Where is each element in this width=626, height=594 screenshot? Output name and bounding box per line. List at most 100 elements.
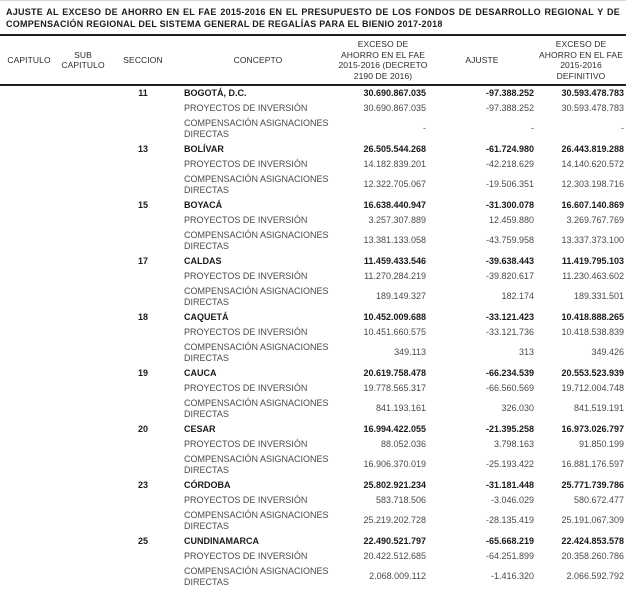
seccion-cell (108, 228, 178, 254)
ajuste-cell: -43.759.958 (485, 235, 534, 245)
ajuste-cell: -1.416.320 (490, 571, 534, 581)
capitulo-cell (0, 340, 58, 366)
proyectos-row: PROYECTOS DE INVERSIÓN 3.257.307.889 12.… (0, 213, 626, 228)
definitivo-cell: 25.191.067.309 (561, 515, 624, 525)
definitivo-cell: 16.881.176.597 (561, 459, 624, 469)
compensacion-row: COMPENSACIÓN ASIGNACIONES DIRECTAS - - - (0, 116, 626, 142)
compensacion-row: COMPENSACIÓN ASIGNACIONES DIRECTAS 12.32… (0, 172, 626, 198)
ajuste-cell: -19.506.351 (485, 179, 534, 189)
proyectos-row: PROYECTOS DE INVERSIÓN 583.718.506 -3.04… (0, 493, 626, 508)
sub-capitulo-cell (58, 366, 108, 381)
decreto-cell: 16.638.440.947 (363, 200, 426, 210)
definitivo-cell: 91.850.199 (578, 439, 624, 449)
capitulo-cell (0, 437, 58, 452)
ajuste-cell: -61.724.980 (485, 144, 534, 154)
compensacion-row: COMPENSACIÓN ASIGNACIONES DIRECTAS 13.38… (0, 228, 626, 254)
concepto-cell: COMPENSACIÓN ASIGNACIONES DIRECTAS (184, 174, 329, 195)
definitivo-cell: 11.230.463.602 (562, 271, 624, 281)
seccion-cell (108, 340, 178, 366)
sub-capitulo-cell (58, 101, 108, 116)
sub-capitulo-cell (58, 86, 108, 101)
proyectos-row: PROYECTOS DE INVERSIÓN 20.422.512.685 -6… (0, 549, 626, 564)
definitivo-cell: 2.066.592.792 (566, 571, 624, 581)
seccion-cell: 13 (137, 144, 148, 154)
seccion-cell (108, 269, 178, 284)
compensacion-row: COMPENSACIÓN ASIGNACIONES DIRECTAS 349.1… (0, 340, 626, 366)
definitivo-cell: 30.593.478.783 (561, 103, 624, 113)
seccion-cell (108, 213, 178, 228)
header-ajuste: AJUSTE (465, 54, 499, 65)
seccion-cell: 23 (137, 480, 148, 490)
capitulo-cell (0, 101, 58, 116)
header-top-rule (0, 34, 626, 36)
sub-capitulo-cell (58, 269, 108, 284)
section-total-row: 17 CALDAS 11.459.433.546 -39.638.443 11.… (0, 254, 626, 269)
concepto-cell: PROYECTOS DE INVERSIÓN (184, 215, 308, 225)
sub-capitulo-cell (58, 228, 108, 254)
seccion-cell (108, 564, 178, 590)
ajuste-cell: -39.820.617 (485, 271, 534, 281)
compensacion-row: COMPENSACIÓN ASIGNACIONES DIRECTAS 189.1… (0, 284, 626, 310)
ajuste-cell: -33.121.736 (485, 327, 534, 337)
decreto-cell: 10.452.009.688 (363, 312, 426, 322)
decreto-cell: 30.690.867.035 (363, 103, 426, 113)
definitivo-cell: 580.672.477 (573, 495, 624, 505)
seccion-cell (108, 396, 178, 422)
decreto-cell: 16.994.422.055 (363, 424, 426, 434)
capitulo-cell (0, 213, 58, 228)
capitulo-cell (0, 422, 58, 437)
seccion-cell (108, 452, 178, 478)
capitulo-cell (0, 478, 58, 493)
seccion-cell: 20 (137, 424, 148, 434)
section-total-row: 20 CESAR 16.994.422.055 -21.395.258 16.9… (0, 422, 626, 437)
sub-capitulo-cell (58, 142, 108, 157)
capitulo-cell (0, 269, 58, 284)
capitulo-cell (0, 493, 58, 508)
sub-capitulo-cell (58, 564, 108, 590)
section-total-row: 19 CAUCA 20.619.758.478 -66.234.539 20.5… (0, 366, 626, 381)
definitivo-cell: 3.269.767.769 (566, 215, 624, 225)
sub-capitulo-cell (58, 325, 108, 340)
decreto-cell: 30.690.867.035 (363, 88, 426, 98)
seccion-cell: 19 (137, 368, 148, 378)
concepto-cell: CESAR (184, 424, 216, 434)
header-bottom-rule (0, 84, 626, 86)
concepto-cell: PROYECTOS DE INVERSIÓN (184, 495, 308, 505)
definitivo-cell: 22.424.853.578 (561, 536, 624, 546)
concepto-cell: COMPENSACIÓN ASIGNACIONES DIRECTAS (184, 342, 329, 363)
decreto-cell: 88.052.036 (380, 439, 426, 449)
ajuste-cell: 313 (518, 347, 534, 357)
sub-capitulo-cell (58, 284, 108, 310)
ajuste-cell: 12.459.880 (488, 215, 534, 225)
concepto-cell: PROYECTOS DE INVERSIÓN (184, 327, 308, 337)
decreto-cell: 19.778.565.317 (363, 383, 426, 393)
seccion-cell (108, 284, 178, 310)
concepto-cell: COMPENSACIÓN ASIGNACIONES DIRECTAS (184, 454, 329, 475)
sub-capitulo-cell (58, 534, 108, 549)
ajuste-cell: 3.798.163 (493, 439, 534, 449)
capitulo-cell (0, 549, 58, 564)
concepto-cell: PROYECTOS DE INVERSIÓN (184, 551, 308, 561)
seccion-cell (108, 493, 178, 508)
proyectos-row: PROYECTOS DE INVERSIÓN 19.778.565.317 -6… (0, 381, 626, 396)
concepto-cell: CUNDINAMARCA (184, 536, 259, 546)
definitivo-cell: - (621, 123, 624, 133)
decreto-cell: 583.718.506 (375, 495, 426, 505)
decreto-cell: 14.182.839.201 (363, 159, 426, 169)
concepto-cell: CÓRDOBA (184, 480, 231, 490)
sub-capitulo-cell (58, 549, 108, 564)
concepto-cell: CAQUETÁ (184, 312, 229, 322)
capitulo-cell (0, 396, 58, 422)
ajuste-cell: -42.218.629 (485, 159, 534, 169)
concepto-cell: BOLÍVAR (184, 144, 224, 154)
concepto-cell: BOYACÁ (184, 200, 223, 210)
sub-capitulo-cell (58, 340, 108, 366)
seccion-cell: 18 (137, 312, 148, 322)
header-exceso-definitivo: EXCESO DE AHORRO EN EL FAE 2015-2016 DEF… (539, 39, 623, 81)
compensacion-row: COMPENSACIÓN ASIGNACIONES DIRECTAS 16.90… (0, 452, 626, 478)
sub-capitulo-cell (58, 493, 108, 508)
ajuste-cell: -64.251.899 (485, 551, 534, 561)
header-capitulo: CAPITULO (7, 54, 51, 65)
ajuste-cell: -3.046.029 (490, 495, 534, 505)
